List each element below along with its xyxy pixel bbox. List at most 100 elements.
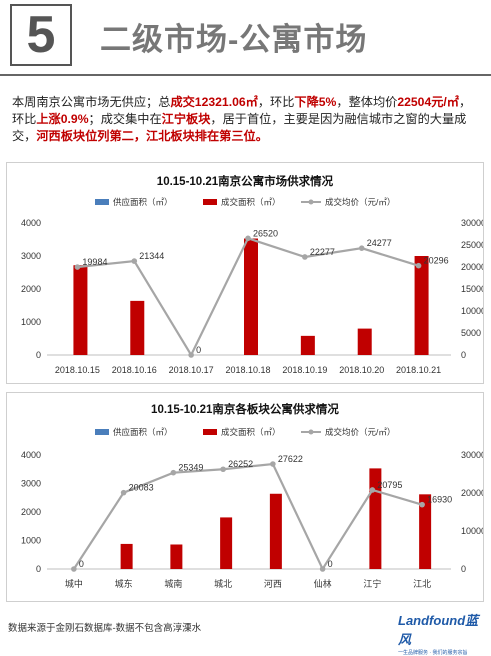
y-tick-right: 0 [461,350,466,360]
bar-deal-area [220,517,233,569]
y-tick-right: 15000 [461,284,483,294]
section-number: 5 [10,4,72,66]
price-point [220,466,226,473]
legend-swatch [95,429,109,435]
bar-deal-area [170,544,183,569]
price-point [120,489,127,496]
x-tick-label: 江北 [413,579,431,589]
para-text: ；成交集中在 [88,112,162,126]
price-label: 26252 [228,459,253,469]
y-tick-left: 2000 [21,507,41,517]
price-point [415,262,422,269]
bar-deal-area [357,328,372,355]
bar-deal-area [120,543,133,569]
price-point [369,487,376,493]
price-label: 20083 [129,483,154,493]
y-tick-left: 0 [36,350,41,360]
y-tick-right: 30000 [461,218,483,228]
price-label: 19984 [82,257,107,267]
x-tick-label: 城南 [164,578,182,589]
chart-weekly-panel: 10.15-10.21南京公寓市场供求情况供应面积（㎡） 成交面积（㎡） 成交均价（… [6,162,486,384]
price-point [74,264,81,270]
price-label: 22277 [310,247,335,257]
chart-district-panel: 10.15-10.21南京各板块公寓供求情况 供应面积（㎡） 成交面积（㎡） 成交均价… [6,392,486,602]
section-header: 5 二级市场-公寓市场 [0,0,491,72]
x-tick-label: 2018.10.16 [112,365,157,375]
landfound-logo: Landfound蓝风 一生品牌服务 · 我们的服务宗旨 [398,610,491,656]
para-text: 本周南京公寓市场无供应；总 [12,95,171,109]
bar-deal-area [269,493,282,569]
y-tick-right: 10000 [461,526,483,536]
price-label: 16930 [427,495,452,505]
price-label: 26520 [253,228,278,238]
legend-label: 供应面积（㎡） [113,197,173,207]
price-point [71,566,77,572]
y-tick-left: 1000 [21,317,41,327]
legend-label: 成交面积（㎡） [221,427,281,437]
bar-deal-area [73,265,88,355]
price-point [302,254,308,260]
y-tick-left: 2000 [21,284,41,294]
y-tick-left: 4000 [21,218,41,228]
price-label: 20795 [377,480,402,490]
price-label: 20296 [424,256,449,266]
x-tick-label: 2018.10.15 [55,365,100,375]
bar-deal-area [369,468,382,569]
price-point [170,469,177,476]
y-tick-right: 20000 [461,262,483,272]
legend-label: 成交面积（㎡） [221,197,281,207]
price-label: 0 [328,559,333,569]
summary-paragraph: 本周南京公寓市场无供应；总成交12321.06㎡，环比下降5%，整体均价2250… [12,94,482,145]
price-label: 24277 [367,238,392,248]
bar-deal-area [414,256,429,355]
price-point [319,566,326,572]
legend-swatch [95,199,109,205]
x-tick-label: 2018.10.17 [169,365,214,375]
y-tick-right: 0 [461,564,466,574]
data-source-note: 数据来源于金刚石数据库-数据不包含高淳溧水 [8,623,202,634]
para-highlight-rise: 上涨0.9% [36,112,89,126]
page-title: 二级市场-公寓市场 [100,22,368,57]
price-point [245,235,251,242]
x-tick-label: 城中 [65,578,83,589]
x-tick-label: 2018.10.18 [225,365,270,375]
para-text: ，整体均价 [336,95,398,109]
header-divider [0,74,491,76]
price-line [72,462,423,572]
logo-text: Landfound蓝风 [398,613,479,647]
y-tick-left: 4000 [21,450,41,460]
price-label: 0 [79,559,84,569]
y-tick-right: 5000 [461,328,481,338]
y-tick-right: 30000 [461,450,483,460]
price-point [131,258,138,264]
legend-marker [308,429,314,435]
y-tick-left: 0 [36,564,41,574]
para-text: ，环比 [12,95,472,126]
legend-marker [308,199,314,205]
bar-deal-area [419,494,432,569]
legend-label: 供应面积（㎡） [113,427,173,437]
y-tick-left: 3000 [21,251,41,261]
price-point [270,461,276,467]
x-tick-label: 2018.10.20 [339,365,384,375]
para-highlight-total-deal: 成交12321.06㎡ [170,95,258,109]
bar-deal-area [300,335,315,355]
logo-subtext: 一生品牌服务 · 我们的服务宗旨 [398,650,468,656]
legend-label: 成交均价（元/㎡） [325,197,395,207]
para-highlight-jiangning: 江宁板块 [161,112,211,126]
bar-deal-area [244,238,258,355]
chart-title: 10.15-10.21南京公寓市场供求情况 [157,174,334,188]
price-label: 21344 [139,251,164,261]
para-highlight-ranking: 河西板块位列第二，江北板块排在第三位。 [36,129,268,143]
x-tick-label: 2018.10.19 [282,365,327,375]
legend-swatch [203,429,217,435]
legend-label: 成交均价（元/㎡） [325,427,395,437]
y-tick-right: 25000 [461,240,483,250]
price-label: 0 [196,345,201,355]
price-point [188,352,194,358]
legend-swatch [203,199,217,205]
price-label: 25349 [178,463,203,473]
x-tick-label: 河西 [264,578,282,589]
